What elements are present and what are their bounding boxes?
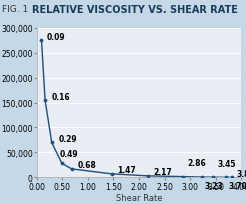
Text: 2.86: 2.86 — [187, 159, 206, 168]
Text: RELATIVE VISCOSITY VS. SHEAR RATE: RELATIVE VISCOSITY VS. SHEAR RATE — [32, 5, 238, 15]
Text: 1.47: 1.47 — [118, 166, 136, 175]
Text: 3.45: 3.45 — [217, 159, 236, 168]
Text: 0.68: 0.68 — [77, 161, 96, 170]
Text: 0.16: 0.16 — [52, 92, 71, 101]
Text: 3.23: 3.23 — [205, 181, 223, 190]
Text: 3.70: 3.70 — [229, 182, 246, 191]
Text: FIG. 1: FIG. 1 — [2, 5, 29, 14]
Text: 0.29: 0.29 — [59, 134, 77, 143]
Text: 0.09: 0.09 — [47, 33, 66, 42]
Text: 3.8: 3.8 — [236, 169, 246, 178]
X-axis label: Shear Rate: Shear Rate — [116, 193, 162, 202]
Text: 0.49: 0.49 — [59, 150, 78, 159]
Text: 2.17: 2.17 — [153, 168, 172, 177]
